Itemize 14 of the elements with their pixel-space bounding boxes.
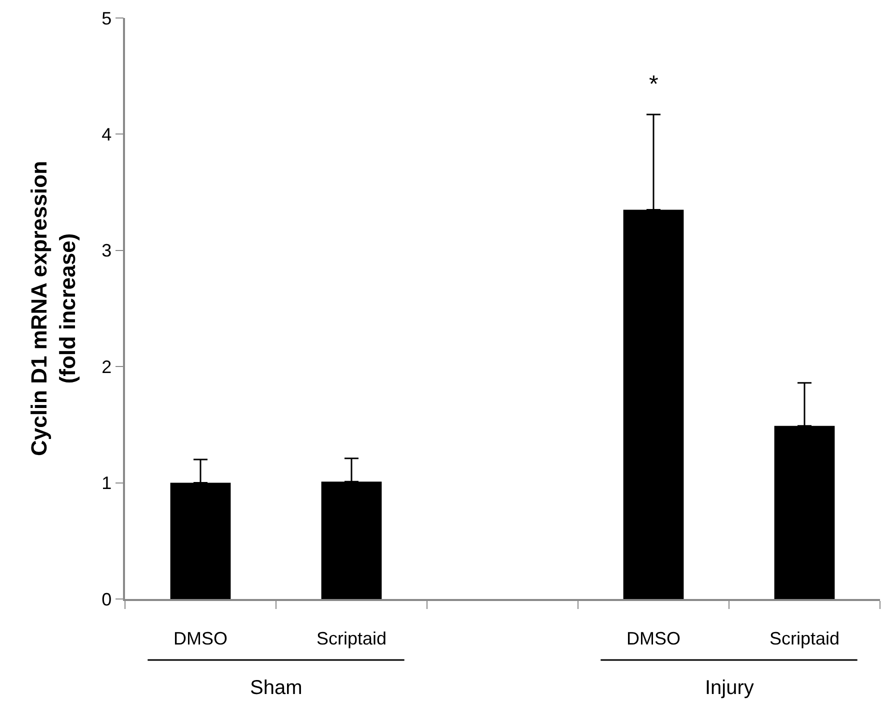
y-tick-label: 1	[102, 473, 112, 494]
y-tick-label: 5	[102, 8, 112, 28]
x-tick-label: Scriptaid	[769, 628, 840, 648]
y-axis-title: Cyclin D1 mRNA expression (fold increase)	[26, 160, 80, 456]
y-tick-label: 2	[102, 356, 112, 377]
y-tick-label: 4	[102, 124, 112, 144]
x-tick-label: Scriptaid	[316, 628, 387, 648]
x-tick-label: DMSO	[174, 628, 228, 648]
annotation: *	[649, 71, 658, 98]
y-tick-label: 0	[102, 589, 112, 610]
text: Sham	[250, 677, 302, 699]
text: Injury	[705, 677, 754, 699]
y-tick-label: 3	[102, 240, 112, 261]
x-tick-label: DMSO	[626, 628, 680, 648]
